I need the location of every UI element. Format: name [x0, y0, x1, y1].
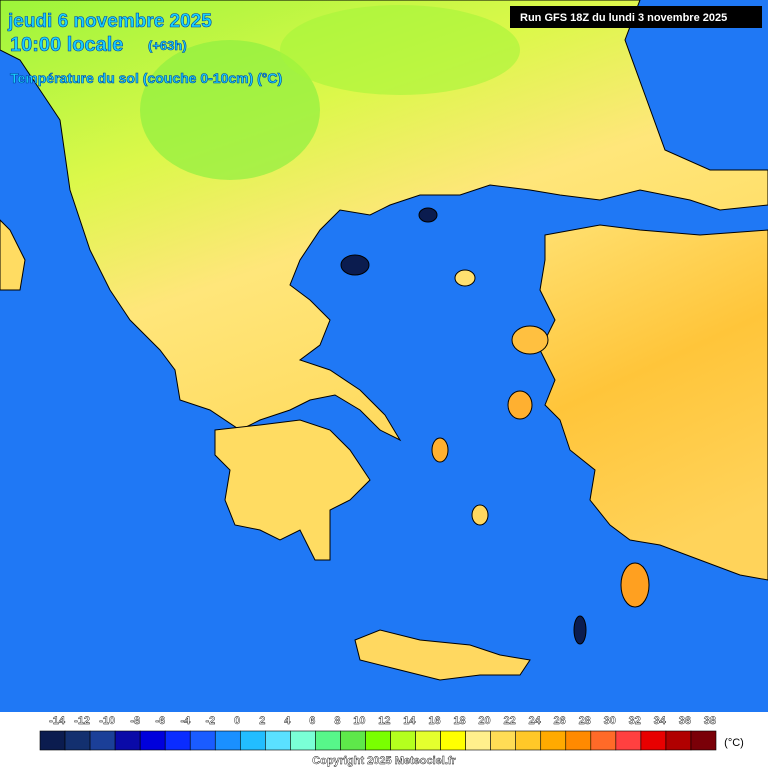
legend-tick-label: 4 — [284, 715, 291, 727]
legend-tick-label: -2 — [205, 715, 215, 727]
legend-tick-label: 30 — [604, 715, 616, 727]
legend-swatch — [390, 730, 416, 751]
legend-swatch — [265, 730, 291, 751]
cool-zone — [140, 40, 320, 180]
legend-swatch — [340, 730, 366, 751]
legend-swatch — [440, 730, 466, 751]
legend-swatch — [490, 730, 517, 751]
legend-tick-label: -14 — [49, 715, 66, 727]
legend-tick-label: 32 — [629, 715, 641, 727]
legend-swatch — [515, 730, 542, 751]
legend-swatch — [365, 730, 391, 751]
legend-swatch — [615, 730, 642, 751]
land-anatolia — [539, 224, 768, 581]
legend-swatch — [565, 730, 592, 751]
legend-tick-label: 0 — [234, 715, 240, 727]
legend-swatch — [690, 730, 717, 751]
land-italy — [0, 219, 26, 291]
legend-swatch — [640, 730, 667, 751]
legend-tick-label: -10 — [99, 715, 115, 727]
legend-swatch — [89, 730, 116, 751]
legend-unit: (°C) — [724, 737, 744, 749]
legend-tick-label: -6 — [155, 715, 165, 727]
land-crete — [354, 629, 531, 681]
legend-swatch — [665, 730, 692, 751]
run-box — [510, 6, 762, 28]
legend-tick-label: 38 — [704, 715, 716, 727]
island — [507, 390, 533, 420]
parameter: Température du sol (couche 0-10cm) (°C) — [10, 70, 282, 86]
legend-tick-label: 10 — [353, 715, 365, 727]
date: jeudi 6 novembre 2025 — [7, 11, 212, 32]
island — [431, 437, 449, 463]
legend-swatch — [465, 730, 491, 751]
legend-swatch — [189, 730, 216, 751]
legend-tick-label: -4 — [180, 715, 191, 727]
cool-zone — [280, 5, 520, 95]
island — [454, 269, 476, 287]
legend-swatch — [540, 730, 567, 751]
copyright: Copyright 2025 Meteociel.fr — [312, 755, 456, 767]
legend-tick-label: 12 — [378, 715, 390, 727]
legend-tick-label: 26 — [554, 715, 566, 727]
island — [340, 254, 370, 276]
legend-swatch — [315, 730, 341, 751]
legend-tick-label: 20 — [478, 715, 490, 727]
legend-tick-label: 8 — [334, 715, 340, 727]
legend-swatch — [164, 730, 191, 751]
legend-tick-label: -12 — [74, 715, 90, 727]
legend-swatch — [415, 730, 441, 751]
legend-tick-label: 14 — [403, 715, 416, 727]
island — [418, 207, 438, 223]
legend-tick-label: 2 — [259, 715, 265, 727]
legend-tick-label: 16 — [428, 715, 440, 727]
island — [620, 562, 650, 608]
land-peloponnese — [214, 419, 371, 561]
legend-tick-label: 18 — [453, 715, 465, 727]
legend-tick-label: 24 — [528, 715, 541, 727]
legend-tick-label: 34 — [654, 715, 667, 727]
legend-tick-label: 6 — [309, 715, 315, 727]
legend: -14 -12 -10 -8 -6 -4 -2 0 2 4 6 8 10 12 14 16 18 20 22 24 26… — [39, 715, 717, 751]
legend-tick-label: 36 — [679, 715, 691, 727]
legend-swatch — [114, 730, 141, 751]
run-info: Run GFS 18Z du lundi 3 novembre 2025 — [520, 12, 727, 24]
legend-swatch — [590, 730, 617, 751]
island — [573, 615, 587, 645]
legend-swatch — [139, 730, 166, 751]
legend-tick-label: 22 — [503, 715, 515, 727]
legend-swatch — [64, 730, 91, 751]
lead-time: (+63h) — [148, 38, 187, 53]
legend-swatch — [214, 730, 241, 751]
island — [471, 504, 489, 526]
time: 10:00 locale — [10, 34, 123, 56]
legend-tick-label: 28 — [579, 715, 591, 727]
island — [511, 325, 549, 355]
legend-swatch — [239, 730, 266, 751]
legend-swatch — [39, 730, 66, 751]
legend-swatch — [290, 730, 316, 751]
legend-tick-label: -8 — [130, 715, 140, 727]
